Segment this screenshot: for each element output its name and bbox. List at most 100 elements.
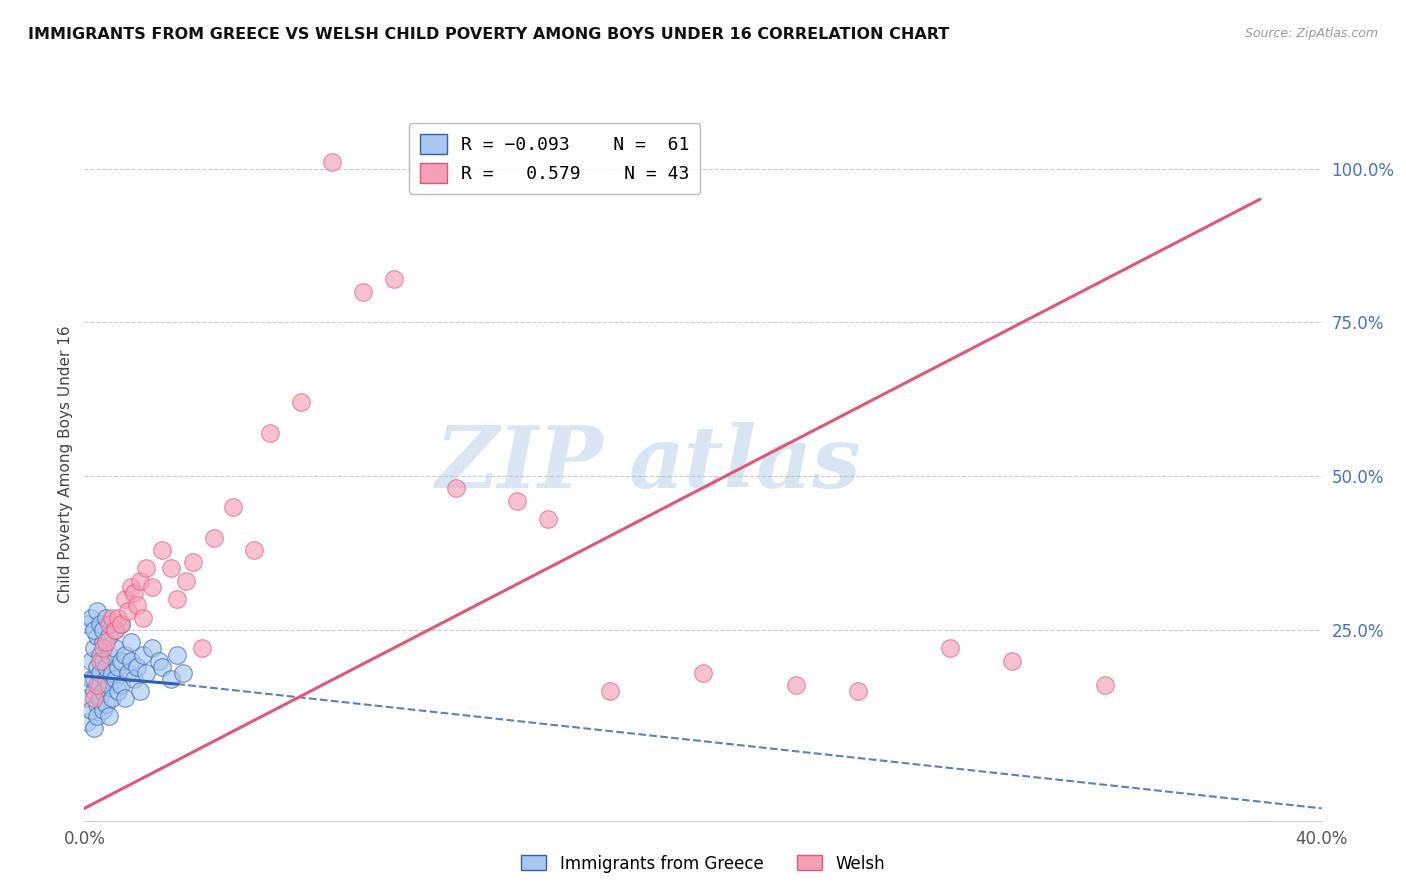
Point [79, 610, 101, 624]
Text: atlas: atlas [628, 422, 862, 506]
Point [98, 709, 121, 723]
Point [114, 648, 136, 662]
Point [135, 665, 157, 680]
Point [141, 580, 163, 594]
Text: Source: ZipAtlas.com: Source: ZipAtlas.com [1244, 27, 1378, 40]
Point [129, 684, 152, 698]
Point [150, 543, 173, 558]
Point [110, 616, 132, 631]
Point [91, 654, 114, 668]
Point [202, 531, 225, 545]
Point [110, 654, 132, 668]
Point [129, 574, 152, 588]
Point [101, 690, 124, 705]
Point [160, 561, 183, 575]
Point [101, 610, 124, 624]
Point [83, 722, 105, 736]
Point [86, 697, 108, 711]
Point [89, 665, 111, 680]
Point [321, 155, 343, 169]
Point [222, 500, 245, 514]
Point [98, 648, 121, 662]
Point [89, 616, 111, 631]
Point [107, 660, 129, 674]
Point [176, 574, 198, 588]
Point [110, 678, 132, 692]
Point [191, 641, 214, 656]
Point [104, 641, 127, 656]
Text: IMMIGRANTS FROM GREECE VS WELSH CHILD POVERTY AMONG BOYS UNDER 16 CORRELATION CH: IMMIGRANTS FROM GREECE VS WELSH CHILD PO… [28, 27, 949, 42]
Point [125, 599, 148, 613]
Point [89, 648, 111, 662]
Point [89, 690, 111, 705]
Point [785, 678, 807, 692]
Point [91, 641, 114, 656]
Point [120, 635, 142, 649]
Point [352, 285, 374, 299]
Point [382, 272, 405, 286]
Point [160, 672, 183, 686]
Point [259, 426, 281, 441]
Point [181, 555, 204, 569]
Point [120, 654, 142, 668]
Point [101, 665, 124, 680]
Point [122, 586, 145, 600]
Point [94, 610, 117, 624]
Point [76, 715, 98, 730]
Point [98, 678, 121, 692]
Point [537, 512, 560, 526]
Point [107, 684, 129, 698]
Point [132, 648, 155, 662]
Point [172, 665, 194, 680]
Point [89, 678, 111, 692]
Point [846, 684, 869, 698]
Point [148, 654, 170, 668]
Point [91, 635, 114, 649]
Point [243, 543, 266, 558]
Point [122, 672, 145, 686]
Point [83, 672, 105, 686]
Point [939, 641, 962, 656]
Point [89, 654, 111, 668]
Point [141, 641, 163, 656]
Point [110, 616, 132, 631]
Point [114, 592, 136, 607]
Text: ZIP: ZIP [436, 422, 605, 506]
Point [83, 684, 105, 698]
Legend: Immigrants from Greece, Welsh: Immigrants from Greece, Welsh [515, 848, 891, 880]
Point [125, 660, 148, 674]
Point [86, 605, 108, 619]
Point [83, 623, 105, 637]
Point [506, 493, 529, 508]
Point [98, 629, 121, 643]
Point [132, 610, 155, 624]
Point [94, 697, 117, 711]
Point [86, 660, 108, 674]
Point [94, 672, 117, 686]
Y-axis label: Child Poverty Among Boys Under 16: Child Poverty Among Boys Under 16 [58, 325, 73, 603]
Point [79, 654, 101, 668]
Point [104, 623, 127, 637]
Point [91, 684, 114, 698]
Point [1094, 678, 1116, 692]
Point [79, 672, 101, 686]
Point [692, 665, 714, 680]
Point [104, 623, 127, 637]
Point [98, 616, 121, 631]
Point [599, 684, 621, 698]
Point [290, 395, 312, 409]
Point [94, 660, 117, 674]
Point [117, 665, 139, 680]
Point [86, 629, 108, 643]
Point [86, 709, 108, 723]
Point [104, 672, 127, 686]
Point [166, 592, 188, 607]
Legend: R = −0.093    N =  61, R =   0.579    N = 43: R = −0.093 N = 61, R = 0.579 N = 43 [409, 123, 700, 194]
Point [120, 580, 142, 594]
Point [135, 561, 157, 575]
Point [83, 641, 105, 656]
Point [91, 623, 114, 637]
Point [166, 648, 188, 662]
Point [150, 660, 173, 674]
Point [76, 690, 98, 705]
